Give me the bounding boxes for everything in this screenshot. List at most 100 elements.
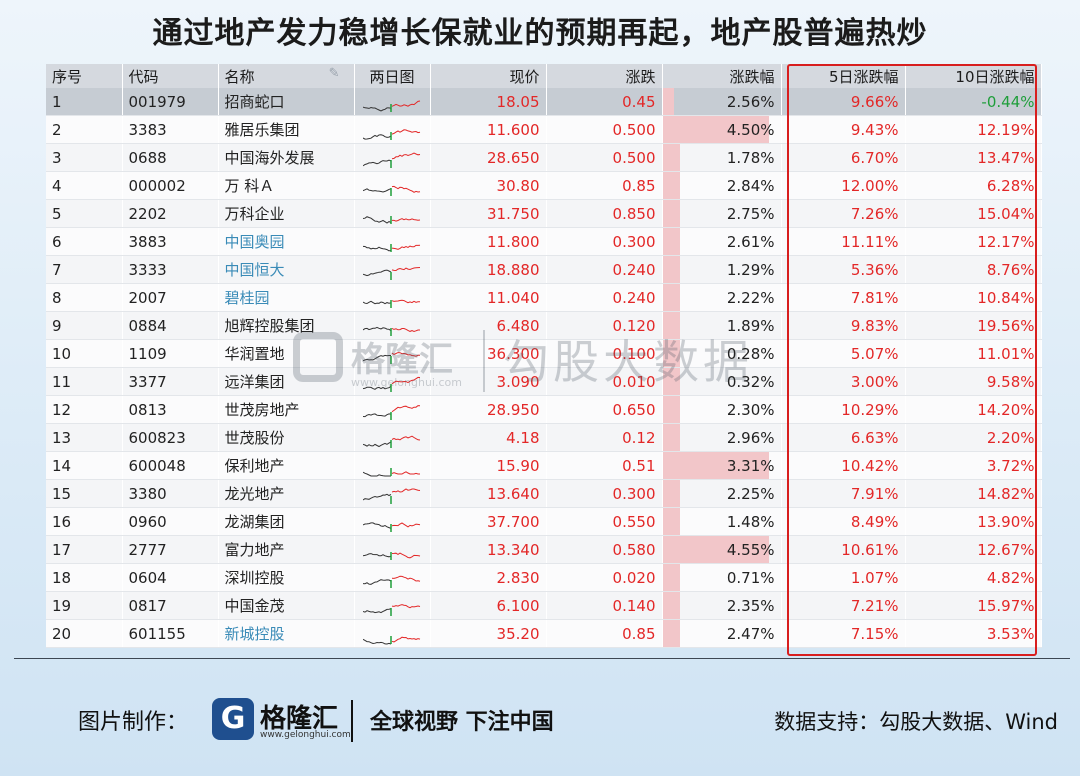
row-name[interactable]: 中国奥园 (218, 227, 355, 256)
table-row[interactable]: 7 3333 中国恒大 18.880 0.240 1.29% 5.36% 8.76% (46, 255, 1042, 284)
col-pct5-header[interactable]: 5日涨跌幅 (781, 64, 906, 88)
row-sparkline (354, 507, 431, 536)
row-sparkline (354, 535, 431, 564)
row-code: 0960 (122, 507, 219, 536)
row-pct-value: 0.28% (726, 344, 775, 363)
sparkline-day1 (363, 521, 392, 529)
sparkline-chart (363, 551, 421, 560)
sparkline-chart (363, 215, 421, 224)
row-seq: 9 (46, 311, 123, 340)
row-pct: 0.28% (662, 339, 782, 368)
table-row[interactable]: 17 2777 富力地产 13.340 0.580 4.55% 10.61% 12.67% (46, 535, 1042, 564)
row-name: 中国金茂 (218, 591, 355, 620)
sparkline-day2 (392, 217, 421, 222)
row-change: 0.580 (546, 535, 663, 564)
row-change: 0.300 (546, 227, 663, 256)
col-price-header[interactable]: 现价 (430, 64, 547, 88)
row-seq: 10 (46, 339, 123, 368)
row-seq: 8 (46, 283, 123, 312)
row-sparkline (354, 423, 431, 452)
col-pct-header[interactable]: 涨跌幅 (662, 64, 782, 88)
row-price: 11.040 (430, 283, 547, 312)
table-row[interactable]: 8 2007 碧桂园 11.040 0.240 2.22% 7.81% 10.84% (46, 283, 1042, 312)
row-name: 保利地产 (218, 451, 355, 480)
row-pct: 2.56% (662, 88, 782, 116)
col-seq-header[interactable]: 序号 (46, 64, 123, 88)
table-row[interactable]: 5 2202 万科企业 31.750 0.850 2.75% 7.26% 15.04% (46, 199, 1042, 228)
row-code: 1109 (122, 339, 219, 368)
col-chart-header[interactable]: 两日图 (354, 64, 431, 88)
row-sparkline (354, 451, 431, 480)
sparkline-day1 (363, 269, 392, 276)
sparkline-chart (363, 404, 421, 420)
sparkline-day2 (391, 603, 421, 608)
table-row[interactable]: 20 601155 新城控股 35.20 0.85 2.47% 7.15% 3.53% (46, 619, 1042, 648)
heat-shading (662, 368, 681, 395)
sparkline-chart (363, 521, 421, 532)
row-pct: 1.89% (662, 311, 782, 340)
table-row[interactable]: 18 0604 深圳控股 2.830 0.020 0.71% 1.07% 4.82% (46, 563, 1042, 592)
row-name[interactable]: 中国恒大 (218, 255, 355, 284)
heat-shading (662, 256, 681, 283)
table-row[interactable]: 2 3383 雅居乐集团 11.600 0.500 4.50% 9.43% 12.19% (46, 115, 1042, 144)
row-change: 0.100 (546, 339, 663, 368)
row-change: 0.120 (546, 311, 663, 340)
sparkline-day2 (391, 185, 421, 193)
row-code: 3383 (122, 115, 219, 144)
table-row[interactable]: 4 000002 万 科Ａ 30.80 0.85 2.84% 12.00% 6.28% (46, 171, 1042, 200)
sparkline-chart (363, 603, 421, 616)
row-sparkline (354, 115, 431, 144)
footer-data-source: 数据支持：勾股大数据、Wind (774, 710, 1058, 734)
row-change: 0.51 (546, 451, 663, 480)
row-change: 0.240 (546, 255, 663, 284)
table-row[interactable]: 9 0884 旭辉控股集团 6.480 0.120 1.89% 9.83% 19.56% (46, 311, 1042, 340)
row-seq: 3 (46, 143, 123, 172)
table-row[interactable]: 10 1109 华润置地 36.300 0.100 0.28% 5.07% 11.01% (46, 339, 1042, 368)
row-name: 龙光地产 (218, 479, 355, 508)
row-pct: 1.29% (662, 255, 782, 284)
col-pct10-header[interactable]: 10日涨跌幅 (905, 64, 1042, 88)
sparkline-chart (363, 243, 421, 252)
table-row[interactable]: 3 0688 中国海外发展 28.650 0.500 1.78% 6.70% 13.47% (46, 143, 1042, 172)
row-pct: 2.30% (662, 395, 782, 424)
table-row[interactable]: 16 0960 龙湖集团 37.700 0.550 1.48% 8.49% 13.90% (46, 507, 1042, 536)
table-row[interactable]: 15 3380 龙光地产 13.640 0.300 2.25% 7.91% 14.82% (46, 479, 1042, 508)
col-code-header[interactable]: 代码 (122, 64, 219, 88)
heat-shading (662, 452, 769, 479)
table-row[interactable]: 13 600823 世茂股份 4.18 0.12 2.96% 6.63% 2.20% (46, 423, 1042, 452)
heat-shading (662, 172, 681, 199)
row-pct10: 9.58% (905, 367, 1042, 396)
table-row[interactable]: 1 001979 招商蛇口 18.05 0.45 2.56% 9.66% -0.44% (46, 88, 1042, 116)
sparkline-chart (363, 376, 421, 392)
sparkline-chart (363, 100, 421, 112)
col-change-header[interactable]: 涨跌 (546, 64, 663, 88)
row-name: 万 科Ａ (218, 171, 355, 200)
row-price: 30.80 (430, 171, 547, 200)
table-row[interactable]: 12 0813 世茂房地产 28.950 0.650 2.30% 10.29% 14.20% (46, 395, 1042, 424)
table-row[interactable]: 19 0817 中国金茂 6.100 0.140 2.35% 7.21% 15.97% (46, 591, 1042, 620)
row-price: 6.480 (430, 311, 547, 340)
sparkline-day2 (391, 244, 421, 250)
row-pct-value: 2.61% (726, 232, 775, 251)
row-seq: 19 (46, 591, 123, 620)
row-code: 0688 (122, 143, 219, 172)
table-row[interactable]: 14 600048 保利地产 15.90 0.51 3.31% 10.42% 3.72% (46, 451, 1042, 480)
row-sparkline (354, 563, 431, 592)
footer-separator (351, 700, 353, 742)
row-pct-value: 2.56% (726, 92, 775, 111)
col-name-header[interactable]: 名称 ✎ (218, 64, 355, 88)
table-row[interactable]: 6 3883 中国奥园 11.800 0.300 2.61% 11.11% 12.17% (46, 227, 1042, 256)
row-pct: 4.50% (662, 115, 782, 144)
sparkline-day2 (391, 100, 421, 107)
row-pct-value: 4.50% (726, 120, 775, 139)
row-price: 18.05 (430, 88, 547, 116)
row-pct5: 10.61% (781, 535, 906, 564)
row-name[interactable]: 新城控股 (218, 619, 355, 648)
pencil-icon[interactable]: ✎ (328, 65, 340, 81)
row-pct5: 7.15% (781, 619, 906, 648)
row-name[interactable]: 碧桂园 (218, 283, 355, 312)
row-sparkline (354, 227, 431, 256)
row-price: 13.340 (430, 535, 547, 564)
sparkline-day1 (363, 578, 392, 585)
table-row[interactable]: 11 3377 远洋集团 3.090 0.010 0.32% 3.00% 9.58% (46, 367, 1042, 396)
